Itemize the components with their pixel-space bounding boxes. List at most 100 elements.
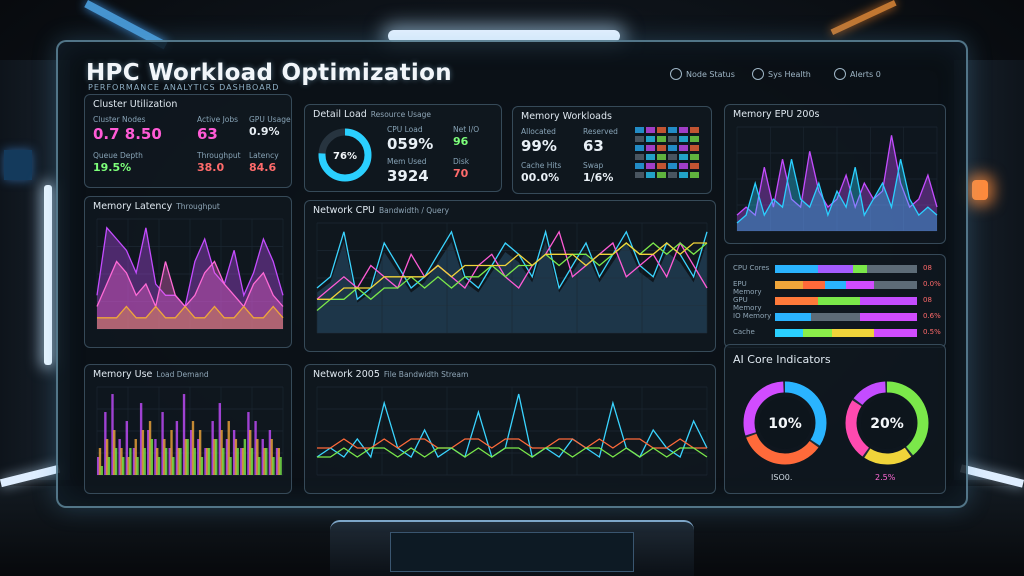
stat-disk: Disk 70 [453,157,470,180]
header-status-node[interactable]: Node Status [670,68,735,80]
bar-row-value: 0.0% [923,280,941,288]
stat-value: 70 [453,167,469,180]
gauge-segment [845,381,929,465]
bar [104,412,107,475]
series-line [317,242,707,300]
bar [191,421,195,475]
memory-use-card[interactable]: Memory Use Load Demand [84,364,292,494]
gauge-segment [845,381,929,465]
heatmap-cell [679,172,688,178]
page-title: HPC Workload Optimization [86,60,452,86]
bar [243,439,247,475]
bar-row-track [775,297,917,305]
bar-row-label: Cache [733,328,755,336]
dashboard-panel: HPC Workload Optimization PERFORMANCE AN… [56,40,968,508]
stat-reserved: Reserved 63 [583,127,618,155]
series-line [96,260,284,309]
bar [107,457,111,475]
heatmap-cell [679,145,688,151]
gauge-footer: 2.5% [875,473,896,482]
bar [275,448,279,475]
bar [111,394,114,475]
bar [172,457,175,475]
bar [182,394,186,475]
bar [97,457,100,475]
ai-gauges-card[interactable]: AI Core Indicators 10% 20% ISO0. 2.5% [724,344,946,494]
bar [168,448,171,475]
bar-segment [831,329,875,337]
stat-cluster-nodes: Cluster Nodes 0.7 8.50 [93,115,162,143]
bar-segment [874,281,917,289]
heatmap-cell [690,127,699,133]
heatmap-cell [679,163,688,169]
throughput-card[interactable]: Memory Latency Throughput [84,196,292,348]
stat-active-jobs: Active Jobs 63 [197,115,239,143]
bar [211,421,214,475]
bar [184,439,188,475]
series-line [317,438,707,449]
card-title: Cluster Utilization [93,99,178,110]
bar [249,430,252,475]
heatmap-cell [657,163,666,169]
bar-row-track [775,265,917,273]
heatmap-cell [679,136,688,142]
bar [114,448,118,475]
bar-segment [817,265,854,273]
heatmap-cell [635,127,644,133]
stat-mem-used: Mem Used 3924 [387,157,429,185]
heatmap-cell [679,154,688,160]
gauge-segment [743,381,827,465]
wall-light-blue [4,150,32,180]
bar [120,448,123,475]
bar-segment [860,313,917,321]
series-area [97,227,283,329]
bar [143,448,146,475]
stat-allocated: Allocated 99% [521,127,557,155]
bar-segment [824,281,846,289]
cluster-utilization-card[interactable]: Cluster Utilization Cluster Nodes 0.7 8.… [84,94,292,188]
bar-row-track [775,329,917,337]
stat-throughput: Throughput 38.0 [197,151,241,174]
ai-gauge-2: 20% [845,381,929,465]
memory-epu-chart [736,126,938,232]
bar [154,439,157,475]
heatmap-cell [646,145,655,151]
stat-value: 38.0 [197,161,225,174]
stat-gpu-usage: GPU Usage 0.9% [249,115,291,138]
bar [220,430,223,475]
network-2005-card[interactable]: Network 2005 File Bandwidth Stream [304,364,716,494]
gauge-arc [318,128,372,182]
resource-bars-card[interactable]: CPU Cores 08 EPU Memory 0.0% GPU Memory 08 IO … [724,254,946,348]
stat-latency: Latency 84.6 [249,151,279,174]
bar-segment [775,313,811,321]
card-title: Memory Workloads [521,111,612,122]
network-cpu-chart [316,222,708,334]
bar [227,421,230,475]
bar-row-value: 0.5% [923,328,941,336]
bar-segment [874,329,917,337]
series-line [316,242,708,311]
memory-epu-card[interactable]: Memory EPU 200s [724,104,946,244]
detail-load-card[interactable]: Detail Load Resource Usage 76% CPU Load 0… [304,104,502,192]
memory-heatmap [635,127,699,178]
memory-workloads-card[interactable]: Memory Workloads Allocated 99% Reserved … [512,106,712,194]
bar [236,448,239,475]
wall-light-strip [44,185,52,365]
bar [150,439,154,475]
signal-icon [670,68,682,80]
header-status-alerts[interactable]: Alerts 0 [834,68,881,80]
header-status-health[interactable]: Sys Health [752,68,811,80]
heatmap-cell [646,172,655,178]
network-cpu-card[interactable]: Network CPU Bandwidth / Query [304,200,716,352]
bar [261,439,264,475]
bar [177,448,180,475]
bar [125,421,128,475]
bar [139,403,143,475]
series-line [316,393,708,459]
heatmap-cell [635,136,644,142]
bar-segment [867,265,917,273]
detail-gauge: 76% [318,128,372,182]
header-status-label: Sys Health [768,69,811,79]
bar-segment [853,265,868,273]
bar [198,430,202,475]
